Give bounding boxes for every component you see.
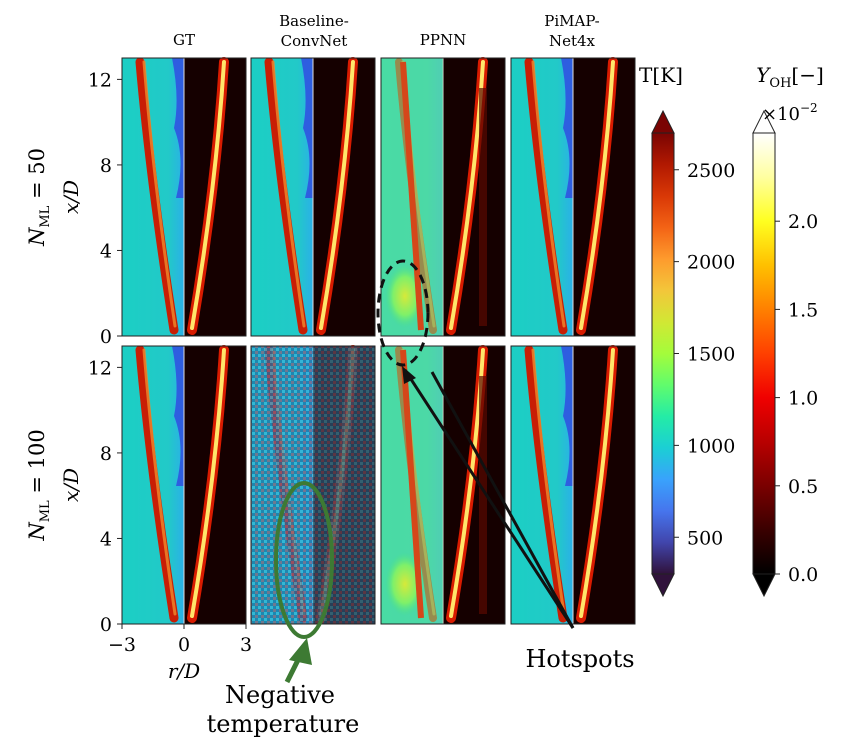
panel-border <box>510 345 636 625</box>
ytick-label: 12 <box>88 69 112 91</box>
flame-front-inner <box>142 60 177 328</box>
negative-temp-arrowhead <box>289 638 312 665</box>
flame-front-inner <box>531 348 566 616</box>
panel-pimap-net4x-row0 <box>510 57 636 337</box>
panel-border <box>121 57 247 337</box>
oh-colorbar <box>752 132 776 575</box>
temperature-colorbar-tick-label: 2500 <box>687 160 735 182</box>
noisy-overlay-oh <box>313 346 375 624</box>
negative-temp-circle <box>274 481 334 639</box>
row-label-1: NML = 100 <box>25 429 53 541</box>
hotspots-label: Hotspots <box>525 645 634 673</box>
oh-colorbar-label: YOH[−] <box>756 63 824 91</box>
hotspot-arrowhead-1 <box>402 366 416 384</box>
oh-colorbar-tick-label: 1.5 <box>788 299 818 321</box>
flame-front-temperature <box>135 57 179 335</box>
flame-front-temperature <box>135 345 179 623</box>
ytick-label: 4 <box>100 528 112 550</box>
oh-flame-core <box>190 348 226 618</box>
temperature-colorbar-tick-label: 500 <box>687 527 723 549</box>
ylabel: x/D <box>59 180 83 214</box>
flame-front-inner <box>142 348 177 616</box>
hotspot-circle <box>376 259 430 367</box>
oh-colorbar-bottom-extend <box>752 573 776 598</box>
column-title-3-0: PiMAP- <box>544 12 599 30</box>
ppnn-oh-noise <box>479 88 487 326</box>
column-title-1-0: Baseline- <box>279 12 349 30</box>
temperature-colorbar <box>651 132 675 575</box>
oh-colorbar-tick-label: 0.0 <box>788 564 818 586</box>
oh-colorbar-tick-label: 1.0 <box>788 388 818 410</box>
xtick-label: 3 <box>240 634 252 656</box>
xtick-label: −3 <box>108 634 136 656</box>
negative-temp-label-1: Negative <box>225 681 335 709</box>
cold-core <box>172 346 184 486</box>
temperature-colorbar-bottom-extend <box>651 573 675 598</box>
flame-front-temperature <box>524 345 568 623</box>
ytick-label: 8 <box>100 443 112 465</box>
flame-front-temperature <box>400 61 424 331</box>
column-title-3-1: Net4x <box>549 32 596 50</box>
ytick-label: 0 <box>100 614 112 636</box>
oh-colorbar-tick-label: 0.5 <box>788 476 818 498</box>
panel-border <box>250 345 376 625</box>
panel-border <box>250 57 376 337</box>
negative-temp-label-2: temperature <box>207 710 360 738</box>
oh-flame-core <box>579 348 615 618</box>
temperature-colorbar-top-extend <box>651 109 675 134</box>
cold-core <box>561 346 573 486</box>
oh-flame-core <box>190 60 226 330</box>
panel-gt-row1 <box>121 345 247 625</box>
row-label-0: NML = 50 <box>25 148 53 247</box>
panel-gt-row0 <box>121 57 247 337</box>
ytick-label: 12 <box>88 357 112 379</box>
temperature-colorbar-label: T[K] <box>639 63 683 87</box>
cold-core <box>301 58 313 198</box>
temperature-colorbar-tick-label: 1500 <box>687 344 735 366</box>
panel-ppnn-row1 <box>380 345 506 625</box>
temperature-colorbar-tick-label: 1000 <box>687 435 735 457</box>
column-title-2-0: PPNN <box>420 31 466 49</box>
flame-front-temperature <box>264 57 308 335</box>
panel-ppnn-row0 <box>380 57 506 337</box>
oh-colorbar-tick-label: 2.0 <box>788 211 818 233</box>
oh-flame-core <box>319 60 355 330</box>
flame-front-temperature <box>524 57 568 335</box>
panel-border <box>380 57 506 337</box>
xtick-label: 0 <box>178 634 190 656</box>
cold-core <box>172 58 184 198</box>
oh-colorbar-top-extend <box>752 109 776 134</box>
ytick-label: 8 <box>100 155 112 177</box>
column-title-1-1: ConvNet <box>281 32 348 50</box>
panel-border <box>380 345 506 625</box>
cold-core <box>561 58 573 198</box>
hotspot-arrow-2 <box>430 371 575 629</box>
ytick-label: 0 <box>100 326 112 348</box>
temperature-colorbar-tick-label: 2000 <box>687 252 735 274</box>
column-title-0-0: GT <box>173 31 195 49</box>
ppnn-oh-noise <box>479 376 487 614</box>
flame-front-inner <box>531 60 566 328</box>
oh-colorbar-multiplier: ×10−2 <box>762 101 818 125</box>
flame-front-inner <box>271 60 306 328</box>
hotspot-arrow-1 <box>403 369 575 629</box>
oh-flame-core <box>579 60 615 330</box>
panel-border <box>510 57 636 337</box>
ytick-label: 4 <box>100 240 112 262</box>
panel-pimap-net4x-row1 <box>510 345 636 625</box>
panel-baseline-convnet-row0 <box>250 57 376 337</box>
xlabel: r/D <box>168 659 200 683</box>
ylabel: x/D <box>59 468 83 502</box>
